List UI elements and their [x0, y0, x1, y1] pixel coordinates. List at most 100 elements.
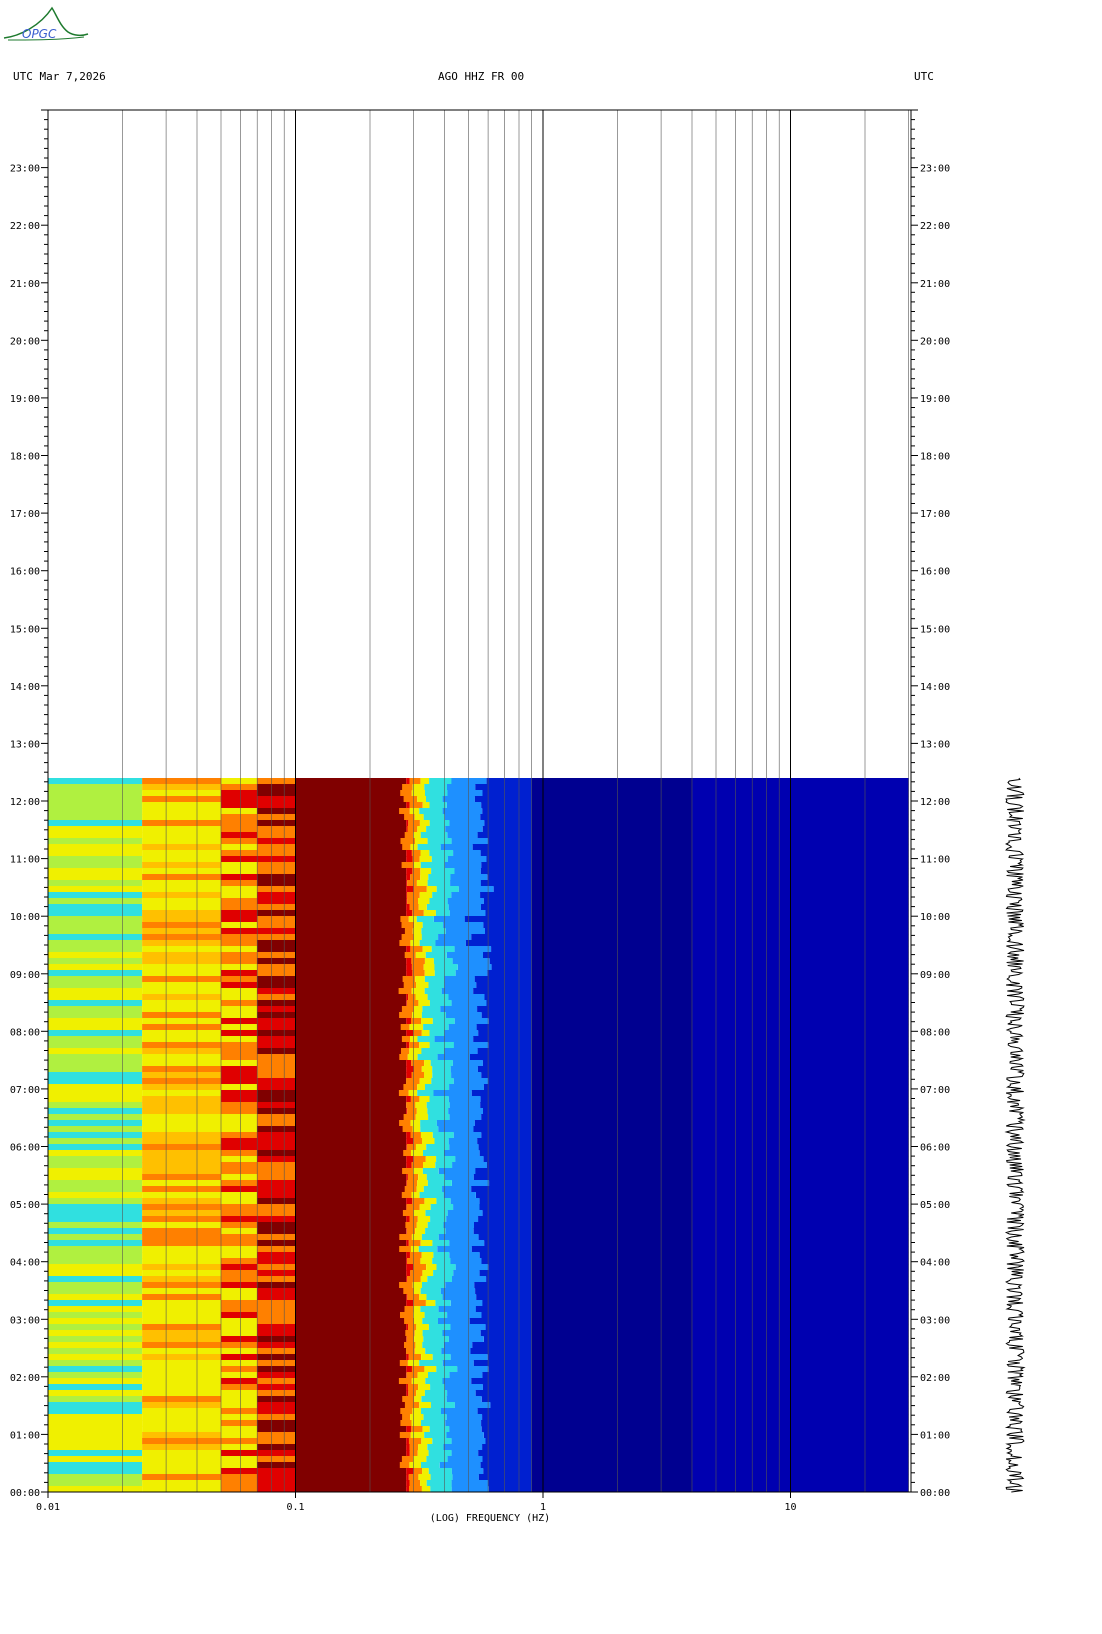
- heatmap-cell: [399, 1234, 412, 1241]
- heatmap-cell: [481, 904, 532, 911]
- heatmap-cell: [48, 832, 143, 839]
- heatmap-cell: [692, 1114, 909, 1121]
- heatmap-cell: [438, 1306, 476, 1313]
- heatmap-cell: [422, 1138, 435, 1145]
- heatmap-row: [48, 1408, 909, 1415]
- heatmap-cell: [692, 1012, 909, 1019]
- heatmap-cell: [482, 1444, 532, 1451]
- heatmap-cell: [257, 970, 296, 977]
- heatmap-cell: [531, 910, 692, 917]
- heatmap-cell: [692, 946, 909, 953]
- heatmap-row: [48, 1276, 909, 1283]
- heatmap-cell: [692, 1222, 909, 1229]
- heatmap-cell: [448, 1024, 477, 1031]
- heatmap-cell: [221, 994, 258, 1001]
- heatmap-cell: [142, 868, 221, 875]
- heatmap-cell: [531, 952, 692, 959]
- heatmap-cell: [406, 1174, 408, 1181]
- heatmap-cell: [257, 862, 296, 869]
- heatmap-row: [48, 1432, 909, 1439]
- heatmap-cell: [257, 976, 296, 983]
- heatmap-cell: [48, 1084, 143, 1091]
- heatmap-cell: [445, 928, 486, 935]
- y-tick-label: 15:00: [10, 624, 40, 635]
- heatmap-cell: [257, 964, 296, 971]
- heatmap-cell: [48, 1126, 143, 1133]
- y-tick-label: 06:00: [10, 1143, 40, 1154]
- heatmap-cell: [142, 1444, 221, 1451]
- heatmap-cell: [257, 1288, 296, 1295]
- heatmap-cell: [409, 1480, 421, 1487]
- heatmap-cell: [407, 826, 418, 833]
- heatmap-cell: [295, 862, 407, 869]
- heatmap-cell: [48, 892, 143, 899]
- heatmap-cell: [295, 1156, 407, 1163]
- heatmap-row: [48, 1366, 909, 1373]
- heatmap-cell: [451, 892, 481, 899]
- heatmap-cell: [257, 886, 296, 893]
- y-tick-label: 08:00: [10, 1027, 40, 1038]
- heatmap-cell: [419, 1294, 427, 1301]
- heatmap-cell: [449, 910, 486, 917]
- heatmap-cell: [420, 1132, 433, 1139]
- heatmap-cell: [411, 958, 425, 965]
- heatmap-cell: [488, 1366, 532, 1373]
- opgc-logo-icon: OPGC: [3, 6, 89, 41]
- heatmap-cell: [48, 922, 143, 929]
- heatmap-cell: [221, 1372, 258, 1379]
- heatmap-cell: [399, 940, 411, 947]
- heatmap-cell: [257, 1258, 296, 1265]
- heatmap-cell: [404, 1402, 420, 1409]
- heatmap-cell: [531, 1108, 692, 1115]
- heatmap-cell: [411, 1378, 426, 1385]
- heatmap-row: [48, 1438, 909, 1445]
- heatmap-cell: [221, 1174, 258, 1181]
- heatmap-cell: [531, 1042, 692, 1049]
- heatmap-cell: [412, 1012, 422, 1019]
- y-tick-label: 05:00: [10, 1200, 40, 1211]
- heatmap-cell: [531, 892, 692, 899]
- heatmap-cell: [295, 982, 407, 989]
- heatmap-cell: [434, 964, 458, 971]
- heatmap-cell: [419, 1078, 432, 1085]
- heatmap-cell: [221, 1120, 258, 1127]
- heatmap-cell: [412, 928, 422, 935]
- heatmap-cell: [221, 1180, 258, 1187]
- heatmap-cell: [692, 1120, 909, 1127]
- heatmap-cell: [473, 988, 532, 995]
- heatmap-cell: [448, 1138, 478, 1145]
- heatmap-cell: [257, 892, 296, 899]
- heatmap-cell: [403, 1288, 414, 1295]
- y-tick-label: 11:00: [920, 855, 950, 866]
- heatmap-cell: [444, 814, 481, 821]
- heatmap-cell: [48, 1234, 143, 1241]
- heatmap-cell: [406, 820, 409, 827]
- heatmap-cell: [142, 850, 221, 857]
- heatmap-cell: [692, 1066, 909, 1073]
- heatmap-cell: [295, 808, 407, 815]
- heatmap-cell: [413, 1156, 426, 1163]
- heatmap-cell: [409, 1444, 419, 1451]
- heatmap-cell: [295, 1282, 407, 1289]
- heatmap-row: [48, 1348, 909, 1355]
- heatmap-cell: [692, 1090, 909, 1097]
- heatmap-row: [48, 820, 909, 827]
- heatmap-cell: [444, 1174, 474, 1181]
- heatmap-cell: [474, 976, 532, 983]
- seismogram-line: [1004, 777, 1026, 1493]
- heatmap-row: [48, 1018, 909, 1025]
- heatmap-cell: [406, 1492, 412, 1499]
- y-tick-label: 02:00: [920, 1373, 950, 1384]
- heatmap-cell: [48, 1168, 143, 1175]
- heatmap-cell: [48, 1384, 143, 1391]
- heatmap-cell: [406, 964, 412, 971]
- heatmap-cell: [142, 1186, 221, 1193]
- heatmap-cell: [452, 1060, 483, 1067]
- heatmap-cell: [295, 814, 407, 821]
- heatmap-cell: [531, 1300, 692, 1307]
- heatmap-row: [48, 1180, 909, 1187]
- heatmap-row: [48, 1312, 909, 1319]
- heatmap-cell: [531, 808, 692, 815]
- heatmap-cell: [479, 1204, 532, 1211]
- heatmap-row: [48, 1492, 909, 1499]
